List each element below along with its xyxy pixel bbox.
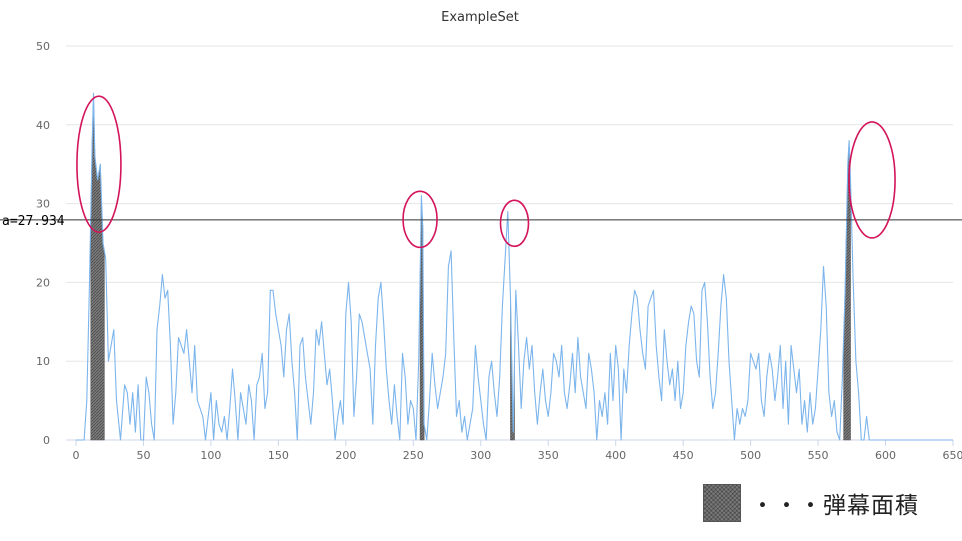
y-tick-label: 40: [36, 119, 50, 132]
peak-circle: [402, 190, 438, 249]
legend-label: ・・・弾幕面積: [751, 493, 919, 519]
x-tick-label: 650: [943, 449, 962, 462]
x-tick-label: 500: [740, 449, 761, 462]
barrage-area: [90, 93, 105, 441]
peak-circle: [499, 199, 530, 248]
series-line: [76, 92, 953, 441]
chart-title: ExampleSet: [441, 10, 519, 25]
x-tick-label: 400: [605, 449, 626, 462]
x-axis-ticks: 0 50 100 150 200 250 300 350 400 450 500 550 600 650: [73, 440, 962, 462]
y-tick-label: 20: [36, 276, 50, 289]
y-tick-label: 10: [36, 355, 50, 368]
x-tick-label: 50: [136, 449, 150, 462]
x-tick-label: 450: [673, 449, 694, 462]
y-tick-label: 0: [43, 434, 50, 447]
y-axis-ticks: 0 10 20 30 40 50: [36, 40, 50, 447]
y-tick-label: 50: [36, 40, 50, 53]
grid-lines: [66, 45, 953, 441]
legend-swatch: [703, 484, 741, 522]
peak-circle: [848, 121, 896, 239]
x-tick-label: 100: [200, 449, 221, 462]
barrage-regions: [90, 93, 851, 441]
y-tick-label: 30: [36, 198, 50, 211]
x-tick-label: 600: [875, 449, 896, 462]
x-tick-label: 150: [268, 449, 289, 462]
series-lines: [76, 92, 953, 441]
x-tick-label: 200: [335, 449, 356, 462]
peak-annotations: [76, 95, 896, 249]
legend: ・・・弾幕面積: [703, 484, 919, 522]
x-tick-label: 0: [73, 449, 80, 462]
peak-circle: [76, 95, 122, 233]
x-tick-label: 550: [808, 449, 829, 462]
x-tick-label: 350: [538, 449, 559, 462]
threshold-line-group: a=27.934: [0, 214, 962, 229]
x-tick-label: 300: [470, 449, 491, 462]
threshold-label: a=27.934: [2, 214, 65, 229]
x-tick-label: 250: [403, 449, 424, 462]
